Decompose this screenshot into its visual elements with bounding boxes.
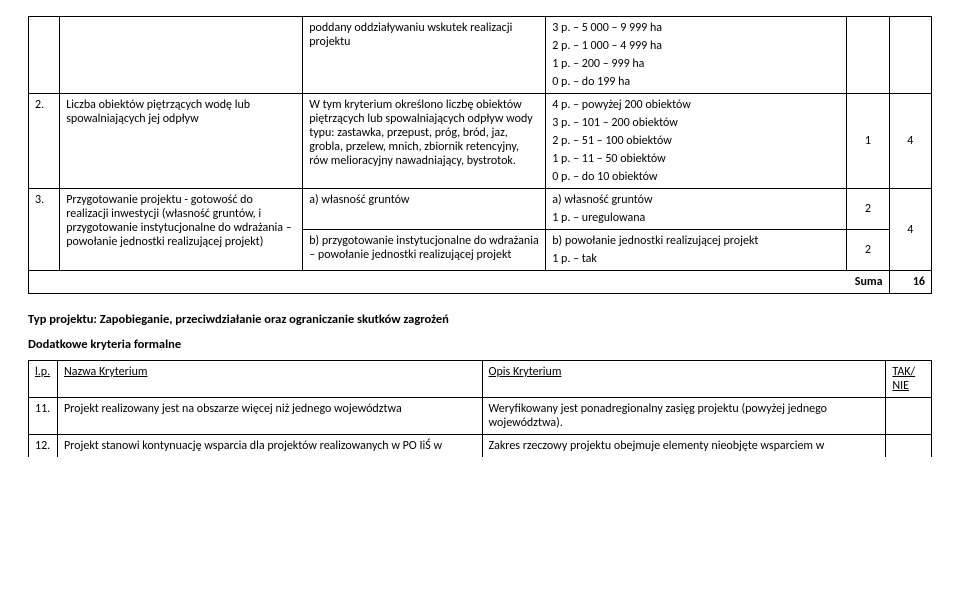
opis-line: 0 p. – do 199 ha (552, 75, 840, 89)
table-row: poddany oddziaływaniu wskutek realizacji… (29, 17, 932, 94)
cell-opis: Weryfikowany jest ponadregionalny zasięg… (482, 398, 886, 435)
cell-max: 4 (889, 189, 931, 271)
suma-value: 16 (889, 271, 931, 294)
opis-line: 4 p. – powyżej 200 obiektów (552, 98, 840, 112)
cell-max: 4 (889, 94, 931, 189)
table-row: 2. Liczba obiektów piętrzących wodę lub … (29, 94, 932, 189)
cell-opis-a: a) własność gruntów 1 p. – uregulowana (546, 189, 847, 230)
opis-line: 3 p. – 5 000 – 9 999 ha (552, 21, 840, 35)
cell-opis-b: b) powołanie jednostki realizującej proj… (546, 230, 847, 271)
cell-score (847, 17, 889, 94)
cell-num (29, 17, 60, 94)
cell-desc-a: a) własność gruntów (303, 189, 546, 230)
opis-line: 1 p. – tak (552, 252, 840, 266)
table-row: 3. Przygotowanie projektu - gotowość do … (29, 189, 932, 230)
cell-tak (886, 435, 932, 458)
formal-criteria-table: l.p. Nazwa Kryterium Opis Kryterium TAK/… (28, 360, 932, 457)
cell-score-b: 2 (847, 230, 889, 271)
cell-num: 2. (29, 94, 60, 189)
table-row: 11. Projekt realizowany jest na obszarze… (29, 398, 932, 435)
opis-line: 1 p. – 200 – 999 ha (552, 57, 840, 71)
cell-desc: W tym kryterium określono liczbę obiektó… (303, 94, 546, 189)
cell-score: 1 (847, 94, 889, 189)
cell-nazwa: Projekt stanowi kontynuację wsparcia dla… (57, 435, 482, 458)
opis-line: a) własność gruntów (552, 193, 840, 207)
cell-opis: 4 p. – powyżej 200 obiektów 3 p. – 101 –… (546, 94, 847, 189)
additional-criteria-heading: Dodatkowe kryteria formalne (28, 337, 932, 352)
opis-line: 2 p. – 51 – 100 obiektów (552, 134, 840, 148)
table-row: 12. Projekt stanowi kontynuację wsparcia… (29, 435, 932, 458)
head-lp: l.p. (29, 361, 58, 398)
cell-desc-b: b) przygotowanie instytucjonalne do wdra… (303, 230, 546, 271)
head-nazwa: Nazwa Kryterium (57, 361, 482, 398)
opis-line: b) powołanie jednostki realizującej proj… (552, 234, 840, 248)
opis-line: 0 p. – do 10 obiektów (552, 170, 840, 184)
cell-nazwa: Projekt realizowany jest na obszarze wię… (57, 398, 482, 435)
cell-desc: poddany oddziaływaniu wskutek realizacji… (303, 17, 546, 94)
head-tak: TAK/ NIE (886, 361, 932, 398)
table-head-row: l.p. Nazwa Kryterium Opis Kryterium TAK/… (29, 361, 932, 398)
head-opis: Opis Kryterium (482, 361, 886, 398)
cell-max (889, 17, 931, 94)
opis-line: 1 p. – uregulowana (552, 211, 840, 225)
cell-score-a: 2 (847, 189, 889, 230)
cell-lp: 12. (29, 435, 58, 458)
cell-name: Przygotowanie projektu - gotowość do rea… (60, 189, 303, 271)
section-title: Typ projektu: Zapobieganie, przeciwdział… (28, 312, 932, 327)
cell-opis: Zakres rzeczowy projektu obejmuje elemen… (482, 435, 886, 458)
suma-row: Suma 16 (29, 271, 932, 294)
cell-name (60, 17, 303, 94)
opis-line: 3 p. – 101 – 200 obiektów (552, 116, 840, 130)
cell-num: 3. (29, 189, 60, 271)
cell-opis: 3 p. – 5 000 – 9 999 ha 2 p. – 1 000 – 4… (546, 17, 847, 94)
opis-line: 1 p. – 11 – 50 obiektów (552, 152, 840, 166)
cell-lp: 11. (29, 398, 58, 435)
cell-name: Liczba obiektów piętrzących wodę lub spo… (60, 94, 303, 189)
criteria-table: poddany oddziaływaniu wskutek realizacji… (28, 16, 932, 294)
opis-line: 2 p. – 1 000 – 4 999 ha (552, 39, 840, 53)
suma-label: Suma (29, 271, 890, 294)
cell-tak (886, 398, 932, 435)
